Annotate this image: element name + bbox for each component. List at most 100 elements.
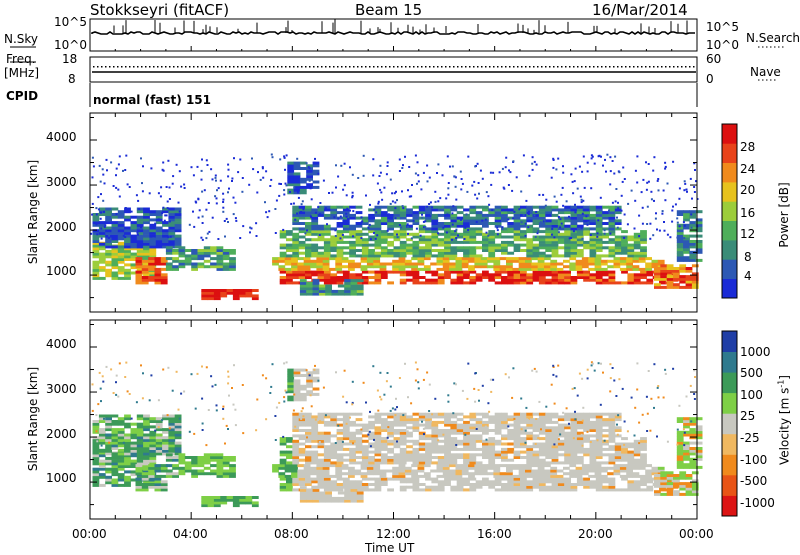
velocity-speckle [302, 407, 304, 409]
velocity-speckle [390, 386, 392, 388]
velocity-cell [272, 470, 279, 473]
power-cell [325, 285, 332, 288]
power-cell [538, 268, 545, 271]
velocity-cell [482, 429, 489, 432]
power-cell [357, 293, 364, 296]
power-cell [507, 236, 514, 239]
velocity-speckle [276, 407, 278, 409]
power-cell [679, 264, 686, 267]
velocity-cell [488, 415, 495, 418]
velocity-cell [124, 470, 131, 473]
velocity-heatmap [92, 361, 703, 507]
power-cell [514, 281, 521, 284]
velocity-cell [476, 486, 483, 489]
velocity-cell [337, 456, 344, 459]
power-cell [539, 252, 546, 255]
velocity-cell [318, 443, 325, 446]
power-cell [156, 221, 163, 224]
velocity-cell [343, 429, 350, 432]
velocity-cell [482, 451, 489, 454]
velocity-cell [324, 448, 331, 451]
power-cell [620, 263, 627, 266]
power-speckle [407, 233, 409, 235]
power-speckle [342, 189, 344, 191]
power-cell [143, 250, 150, 253]
velocity-speckle [612, 367, 614, 369]
velocity-cell [387, 459, 394, 462]
velocity-cell [220, 496, 227, 499]
velocity-speckle [285, 390, 287, 392]
power-speckle [264, 201, 266, 203]
velocity-cell [533, 461, 540, 464]
power-cell [354, 265, 361, 268]
velocity-cell [596, 434, 603, 437]
velocity-speckle [615, 395, 617, 397]
power-cell [444, 206, 451, 209]
velocity-cell [337, 459, 344, 462]
velocity-cell [392, 470, 399, 473]
velocity-cell [387, 421, 394, 424]
power-cell [343, 225, 350, 228]
power-cell [324, 227, 331, 230]
velocity-cell [507, 418, 514, 421]
velocity-cell [400, 453, 407, 456]
velocity-cell [583, 415, 590, 418]
power-cell [539, 225, 546, 228]
power-cell [558, 238, 565, 241]
velocity-cell [168, 447, 175, 450]
velocity-cell [689, 428, 696, 431]
velocity-cell [615, 448, 622, 451]
velocity-speckle [407, 440, 409, 442]
nave-dot [265, 66, 267, 68]
velocity-cell [602, 453, 609, 456]
power-cell [287, 172, 294, 175]
power-cell [136, 263, 143, 266]
nave-dot [293, 66, 295, 68]
power-cell [419, 211, 426, 214]
power-cell [633, 260, 640, 263]
power-cell [501, 219, 508, 222]
velocity-cell [168, 439, 175, 442]
velocity-cell [306, 385, 313, 388]
power-cell [476, 233, 483, 236]
power-speckle [665, 166, 667, 168]
velocity-cell [93, 452, 100, 455]
velocity-cell [368, 424, 375, 427]
velocity-cell [564, 440, 571, 443]
velocity-speckle [525, 407, 527, 409]
power-cell [609, 279, 616, 282]
power-cell [463, 249, 470, 252]
power-cell [185, 260, 192, 263]
power-cell [552, 246, 559, 249]
velocity-cell [596, 478, 603, 481]
velocity-cell [457, 453, 464, 456]
velocity-cell [469, 488, 476, 491]
velocity-cell [411, 464, 418, 467]
power-cell [609, 273, 616, 276]
power-speckle [671, 221, 673, 223]
velocity-cell [654, 490, 661, 493]
power-cell [124, 229, 131, 232]
power-speckle [442, 227, 444, 229]
power-cell [330, 276, 337, 279]
velocity-cell [168, 434, 175, 437]
velocity-cell [514, 453, 521, 456]
power-cell [457, 249, 464, 252]
velocity-cell [246, 501, 253, 504]
power-speckle [95, 207, 97, 209]
power-cell [344, 279, 351, 282]
power-cell [380, 268, 387, 271]
power-cell [375, 273, 382, 276]
velocity-speckle [140, 364, 142, 366]
power-speckle [691, 198, 693, 200]
power-cell [335, 257, 342, 260]
power-speckle [614, 156, 616, 158]
power-cell [112, 240, 119, 243]
power-speckle [499, 171, 501, 173]
power-speckle [116, 213, 118, 215]
velocity-speckle [587, 431, 589, 433]
velocity-speckle [442, 434, 444, 436]
velocity-cell [201, 501, 208, 504]
nave-dot [457, 66, 459, 68]
power-speckle [488, 204, 490, 206]
